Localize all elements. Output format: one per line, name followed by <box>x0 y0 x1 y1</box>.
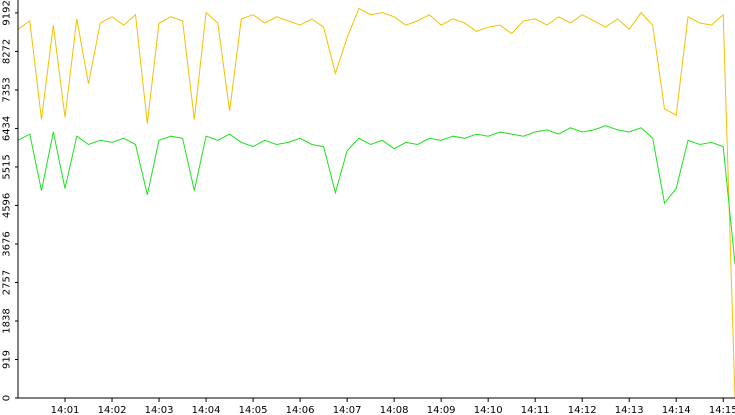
y-tick-label: 4596 <box>1 193 12 218</box>
x-tick-label: 14:08 <box>380 405 409 415</box>
x-tick-label: 14:15 <box>709 405 735 415</box>
x-tick-label: 14:01 <box>51 405 80 415</box>
y-tick-label: 5515 <box>1 154 12 179</box>
x-tick-label: 14:07 <box>333 405 362 415</box>
y-tick-label: 2757 <box>1 270 12 295</box>
x-tick-label: 14:02 <box>98 405 127 415</box>
y-tick-label: 9192 <box>1 0 12 25</box>
x-tick-label: 14:04 <box>192 405 221 415</box>
x-tick-label: 14:06 <box>286 405 315 415</box>
x-tick-label: 14:10 <box>474 405 503 415</box>
x-tick-label: 14:11 <box>521 405 550 415</box>
y-tick-label: 6434 <box>1 116 12 141</box>
y-tick-label: 919 <box>1 350 12 369</box>
x-tick-label: 14:12 <box>568 405 597 415</box>
x-tick-label: 14:14 <box>662 405 691 415</box>
series-line <box>17 7 735 399</box>
y-tick-label: 7353 <box>1 77 12 102</box>
x-tick-label: 14:13 <box>615 405 644 415</box>
y-tick-label: 0 <box>1 395 12 401</box>
y-tick-label: 1838 <box>1 308 12 333</box>
y-tick-label: 3676 <box>1 231 12 256</box>
series-line <box>17 125 735 264</box>
x-tick-label: 14:09 <box>427 405 456 415</box>
x-tick-label: 14:03 <box>145 405 174 415</box>
y-tick-label: 8272 <box>1 39 12 64</box>
x-tick-label: 14:05 <box>239 405 268 415</box>
